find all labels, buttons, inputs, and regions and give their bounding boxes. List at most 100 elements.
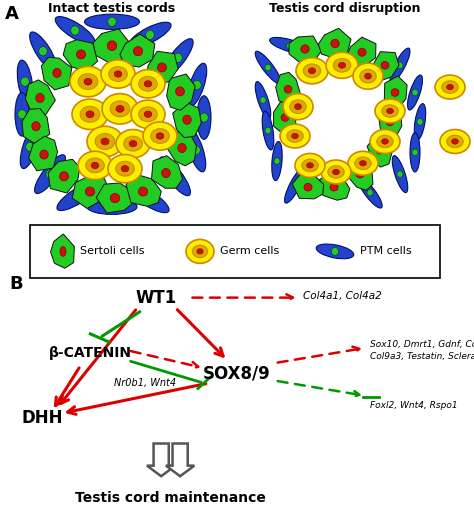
Ellipse shape [414,104,426,140]
Polygon shape [384,76,407,109]
Ellipse shape [160,157,191,195]
Ellipse shape [138,187,147,196]
Ellipse shape [91,162,99,169]
Ellipse shape [60,246,66,256]
Ellipse shape [270,37,310,54]
Ellipse shape [192,245,208,258]
Ellipse shape [287,130,303,143]
Ellipse shape [355,157,371,170]
Ellipse shape [193,80,201,90]
Ellipse shape [292,182,298,188]
Ellipse shape [176,87,184,96]
Ellipse shape [333,169,339,174]
Ellipse shape [84,78,92,85]
Ellipse shape [447,84,453,90]
Ellipse shape [109,67,128,81]
Ellipse shape [381,61,389,69]
Text: Testis cord maintenance: Testis cord maintenance [75,492,266,505]
Polygon shape [63,40,98,71]
Ellipse shape [186,128,206,172]
Ellipse shape [338,62,346,68]
Ellipse shape [452,139,458,144]
Polygon shape [367,134,392,167]
Ellipse shape [392,156,408,193]
Polygon shape [319,28,351,58]
Text: Col4a1, Col4a2: Col4a1, Col4a2 [303,291,382,301]
Ellipse shape [331,247,338,255]
Text: SOX8/9: SOX8/9 [203,364,271,382]
Text: Testis cord disruption: Testis cord disruption [269,2,421,15]
Ellipse shape [296,58,328,84]
Ellipse shape [410,133,420,172]
Ellipse shape [309,68,316,74]
Ellipse shape [353,63,383,89]
Polygon shape [373,52,399,81]
Ellipse shape [303,64,321,78]
Ellipse shape [114,71,122,77]
Ellipse shape [116,105,124,112]
Ellipse shape [108,155,142,183]
Ellipse shape [321,160,351,184]
Ellipse shape [107,41,117,51]
Polygon shape [147,443,175,476]
Ellipse shape [32,122,40,131]
Ellipse shape [178,144,186,152]
Ellipse shape [283,94,313,119]
Ellipse shape [84,14,139,29]
Ellipse shape [447,135,463,148]
Ellipse shape [17,60,33,103]
Polygon shape [96,183,133,213]
Ellipse shape [326,52,358,79]
Ellipse shape [360,160,366,166]
Ellipse shape [295,104,301,110]
Ellipse shape [87,126,123,157]
Ellipse shape [330,183,338,191]
Ellipse shape [367,189,373,196]
Ellipse shape [316,244,354,259]
Ellipse shape [442,81,458,93]
Text: Intact testis cords: Intact testis cords [48,2,175,15]
Ellipse shape [186,239,214,264]
Ellipse shape [86,111,94,118]
Polygon shape [120,34,155,67]
Ellipse shape [131,100,165,128]
Ellipse shape [331,39,339,48]
Text: Germ cells: Germ cells [220,246,279,256]
Text: DHH: DHH [22,409,64,428]
Text: WT1: WT1 [136,289,177,307]
Polygon shape [276,72,301,106]
Ellipse shape [391,89,399,96]
Ellipse shape [30,32,56,70]
Ellipse shape [143,122,177,150]
Ellipse shape [139,107,157,122]
Ellipse shape [412,89,418,96]
FancyBboxPatch shape [30,225,440,278]
Ellipse shape [382,139,388,144]
Ellipse shape [356,170,364,178]
Ellipse shape [292,133,298,139]
Text: β-CATENIN: β-CATENIN [48,346,132,360]
Ellipse shape [171,172,179,181]
Ellipse shape [265,64,271,71]
Polygon shape [319,172,350,200]
Polygon shape [292,174,324,199]
Ellipse shape [18,110,26,119]
Ellipse shape [116,129,150,158]
Polygon shape [28,136,57,171]
Ellipse shape [74,191,82,201]
Polygon shape [378,105,402,138]
Polygon shape [126,174,161,206]
Ellipse shape [375,99,405,123]
Ellipse shape [284,167,305,203]
Ellipse shape [139,77,157,91]
Text: PTM cells: PTM cells [360,246,411,256]
Ellipse shape [21,77,29,86]
Ellipse shape [102,94,138,124]
Ellipse shape [144,81,152,87]
Ellipse shape [35,155,65,193]
Ellipse shape [71,26,79,35]
Ellipse shape [382,105,398,117]
Polygon shape [289,36,321,62]
Ellipse shape [307,163,313,168]
Ellipse shape [435,75,465,99]
